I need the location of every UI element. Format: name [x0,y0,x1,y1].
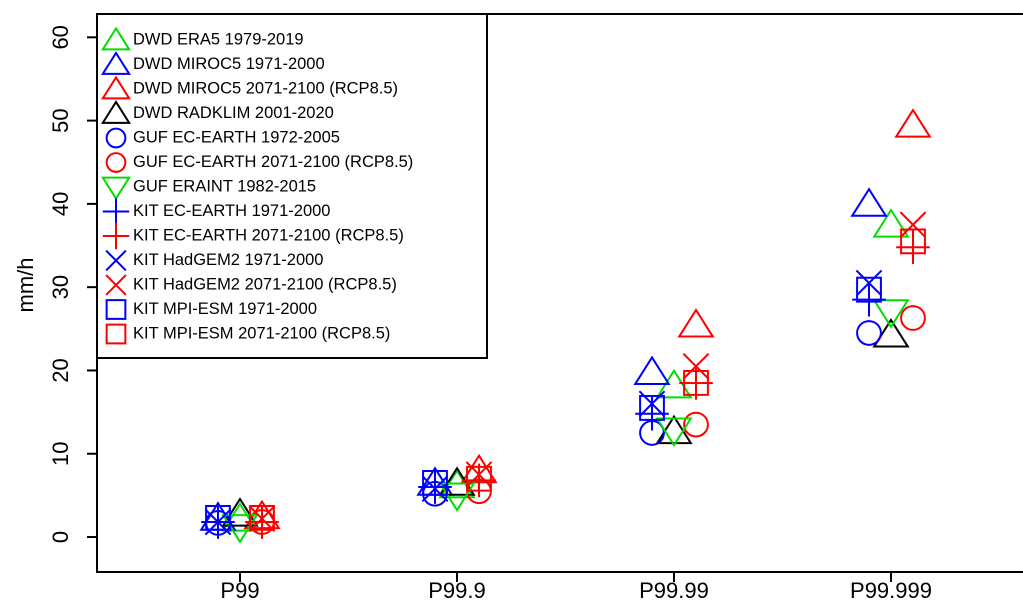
data-point [249,504,275,531]
data-point [872,318,910,348]
data-point [872,208,910,238]
data-point [438,466,476,496]
legend-label: DWD RADKLIM 2001-2020 [133,104,334,122]
legend-marker [105,299,127,320]
data-point [900,228,926,255]
data-point [682,352,710,380]
legend-label: DWD MIROC5 1971-2000 [133,55,325,73]
data-point [221,514,259,544]
legend-label: GUF ERAINT 1982-2015 [133,177,316,195]
data-point [894,108,932,138]
y-tick-label: 20 [48,358,73,382]
data-point [855,269,883,297]
legend-marker [105,274,127,296]
data-point [205,504,231,531]
legend-marker [100,176,132,201]
legend-marker [100,100,132,124]
legend-label: GUF EC-EARTH 1972-2005 [133,128,340,146]
y-tick-label: 0 [48,531,73,543]
y-tick-label: 50 [48,108,73,132]
x-tick-label: P99.9 [428,578,486,603]
legend-label: GUF EC-EARTH 2071-2100 (RCP8.5) [133,153,413,171]
data-point [677,308,715,338]
data-point [683,411,709,438]
data-point [655,417,693,447]
x-tick-label: P99.99 [639,578,709,603]
legend-box [96,13,488,359]
data-point [466,465,492,492]
data-point [900,305,926,331]
legend-marker [102,222,130,250]
data-point [655,414,693,445]
y-tick-label: 30 [48,275,73,299]
data-point [248,505,276,533]
data-point [639,395,665,421]
legend-marker [100,26,132,51]
legend-marker [105,323,127,345]
legend-label: KIT HadGEM2 1971-2000 [133,251,323,269]
data-point [856,276,882,303]
legend-marker [105,127,127,149]
legend-label: KIT MPI-ESM 2071-2100 (RCP8.5) [133,324,390,342]
y-tick-label: 10 [48,441,73,465]
data-point [633,355,671,386]
data-point [872,299,910,329]
y-tick-label: 40 [48,192,73,216]
legend-marker [100,51,132,75]
legend-marker [105,152,127,173]
legend-label: DWD MIROC5 2071-2100 (RCP8.5) [133,79,398,97]
data-point [221,497,259,527]
legend-label: KIT EC-EARTH 1971-2000 [133,202,330,220]
data-point [422,469,448,496]
legend-label: DWD ERA5 1979-2019 [133,30,304,48]
data-point [221,502,259,532]
data-point [856,320,882,346]
legend-label: KIT MPI-ESM 1971-2000 [133,300,317,318]
data-point [899,211,927,239]
data-point [683,370,709,396]
legend-marker [100,75,132,100]
data-point [421,475,449,503]
legend-label: KIT EC-EARTH 2071-2100 (RCP8.5) [133,226,404,244]
y-axis-label: mm/h [13,258,38,313]
legend-marker [105,249,127,272]
x-tick-label: P99 [220,578,259,603]
x-tick-label: P99.999 [850,578,932,603]
legend-marker [102,198,130,225]
data-point [438,482,476,512]
data-point [850,187,888,217]
y-tick-label: 60 [48,25,73,49]
legend-label: KIT HadGEM2 2071-2100 (RCP8.5) [133,275,397,293]
